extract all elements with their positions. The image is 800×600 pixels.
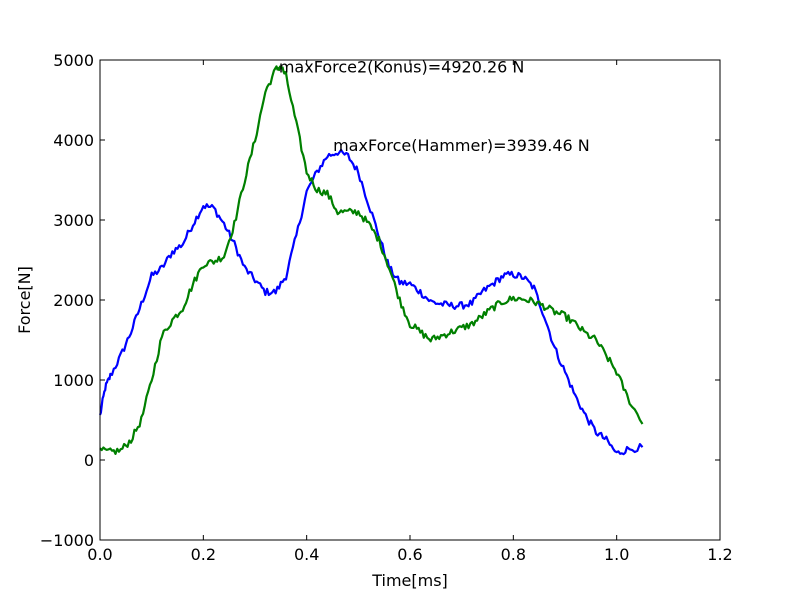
y-tick-label: 2000 — [53, 291, 94, 310]
series-layer — [98, 65, 644, 456]
x-tick-label: 0.6 — [397, 545, 422, 564]
y-tick-label: 1000 — [53, 371, 94, 390]
x-tick-label: 0.2 — [191, 545, 216, 564]
series-line-1 — [98, 148, 644, 456]
x-axis-label: Time[ms] — [371, 571, 448, 590]
x-tick-label: 1.2 — [707, 545, 732, 564]
annotation-layer: maxForce2(Konus)=4920.26 N maxForce(Hamme… — [279, 57, 590, 154]
x-tick-label: 0.0 — [87, 545, 112, 564]
y-tick-label: 0 — [84, 451, 94, 470]
x-tick-label: 0.8 — [501, 545, 526, 564]
max-force-annotation: maxForce2(Konus)=4920.26 N — [279, 57, 525, 76]
ticks-layer: 0.0 0.2 0.4 0.6 0.8 1.0 1.2 −1000 0 1000 2000 3000 4… — [40, 51, 733, 564]
max-force-annotation: maxForce(Hammer)=3939.46 N — [333, 136, 590, 155]
x-tick-label: 1.0 — [604, 545, 629, 564]
series-line-2 — [99, 65, 644, 455]
x-tick-label: 0.4 — [294, 545, 319, 564]
y-tick-label: 4000 — [53, 131, 94, 150]
y-tick-label: 5000 — [53, 51, 94, 70]
y-tick-label: −1000 — [40, 531, 94, 550]
y-axis-label: Force[N] — [15, 266, 34, 334]
y-tick-label: 3000 — [53, 211, 94, 230]
